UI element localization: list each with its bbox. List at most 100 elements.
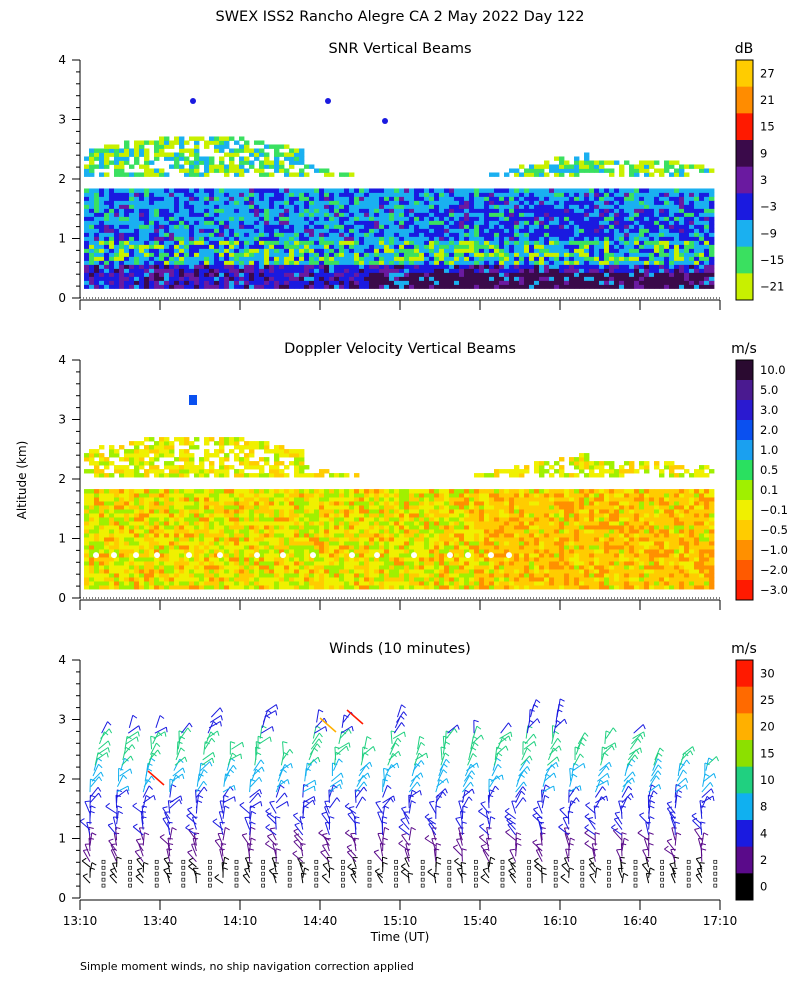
snr-cell xyxy=(129,232,135,237)
snr-cell xyxy=(154,156,160,161)
snr-cell xyxy=(679,268,685,273)
snr-cell xyxy=(139,148,145,153)
snr-cell xyxy=(94,284,100,289)
snr-cell xyxy=(214,276,220,281)
snr-cell xyxy=(239,228,245,233)
snr-cell xyxy=(699,244,705,249)
snr-cell xyxy=(339,280,345,285)
snr-cell xyxy=(424,268,430,273)
snr-cell xyxy=(564,264,570,269)
doppler-cell xyxy=(244,557,250,562)
snr-cell xyxy=(534,276,540,281)
snr-cell xyxy=(159,248,165,253)
doppler-cell xyxy=(254,577,260,582)
snr-cell xyxy=(444,204,450,209)
doppler-cell xyxy=(259,545,265,550)
snr-cell xyxy=(609,192,615,197)
snr-cell xyxy=(174,160,180,165)
snr-cell xyxy=(174,268,180,273)
doppler-cell xyxy=(99,577,105,582)
doppler-cell xyxy=(259,465,265,470)
doppler-cell xyxy=(264,581,270,586)
snr-cell xyxy=(584,228,590,233)
doppler-cell xyxy=(294,585,300,590)
snr-cell xyxy=(679,200,685,205)
doppler-cell xyxy=(249,473,255,478)
snr-cell xyxy=(164,192,170,197)
doppler-cell xyxy=(269,569,275,574)
snr-cell xyxy=(214,280,220,285)
snr-cell xyxy=(284,256,290,261)
snr-cell xyxy=(584,248,590,253)
doppler-cell xyxy=(114,505,120,510)
doppler-cell xyxy=(244,493,250,498)
doppler-cell xyxy=(124,573,130,578)
snr-cell xyxy=(629,220,635,225)
doppler-cell xyxy=(204,557,210,562)
snr-cell xyxy=(609,224,615,229)
doppler-cell xyxy=(119,505,125,510)
snr-cell xyxy=(384,220,390,225)
snr-cell xyxy=(204,280,210,285)
doppler-cell xyxy=(194,541,200,546)
snr-cell xyxy=(594,244,600,249)
snr-cell xyxy=(549,260,555,265)
snr-cell xyxy=(319,220,325,225)
doppler-cell xyxy=(234,469,240,474)
snr-cell xyxy=(209,204,215,209)
doppler-cell xyxy=(239,445,245,450)
snr-cell xyxy=(519,284,525,289)
doppler-cell xyxy=(169,445,175,450)
snr-cell xyxy=(294,220,300,225)
doppler-cell xyxy=(134,549,140,554)
snr-cell xyxy=(154,284,160,289)
snr-cell xyxy=(109,196,115,201)
snr-cell xyxy=(144,168,150,173)
snr-cell xyxy=(149,204,155,209)
doppler-cell xyxy=(224,541,230,546)
snr-cell xyxy=(419,248,425,253)
doppler-cell xyxy=(164,465,170,470)
snr-cell xyxy=(179,208,185,213)
snr-cell xyxy=(359,276,365,281)
doppler-cell xyxy=(239,513,245,518)
snr-cell xyxy=(299,220,305,225)
doppler-cell xyxy=(89,489,95,494)
snr-cell xyxy=(334,248,340,253)
snr-cell xyxy=(114,188,120,193)
snr-cell xyxy=(609,208,615,213)
doppler-cell xyxy=(154,541,160,546)
snr-cell xyxy=(124,248,130,253)
snr-cell xyxy=(619,212,625,217)
doppler-cell xyxy=(94,541,100,546)
snr-cell xyxy=(564,220,570,225)
snr-cell xyxy=(129,196,135,201)
snr-cell xyxy=(84,220,90,225)
snr-cell xyxy=(154,264,160,269)
snr-cell xyxy=(109,224,115,229)
doppler-cell xyxy=(214,453,220,458)
doppler-cell xyxy=(299,469,305,474)
doppler-cell xyxy=(289,573,295,578)
doppler-cell xyxy=(94,557,100,562)
snr-cell xyxy=(414,232,420,237)
snr-cell xyxy=(229,168,235,173)
snr-cell xyxy=(249,188,255,193)
snr-colorbar-unit: dB xyxy=(735,41,754,57)
snr-cell xyxy=(394,268,400,273)
snr-cell xyxy=(159,144,165,149)
doppler-cell xyxy=(149,517,155,522)
snr-cell xyxy=(644,224,650,229)
doppler-cell xyxy=(229,437,235,442)
doppler-cell xyxy=(199,493,205,498)
snr-cell xyxy=(289,212,295,217)
doppler-cell xyxy=(279,469,285,474)
doppler-cell xyxy=(204,469,210,474)
snr-cell xyxy=(634,228,640,233)
doppler-cell xyxy=(114,501,120,506)
snr-cell xyxy=(254,148,260,153)
snr-cell xyxy=(279,160,285,165)
snr-cell xyxy=(124,236,130,241)
snr-cell xyxy=(579,204,585,209)
snr-cell xyxy=(614,240,620,245)
